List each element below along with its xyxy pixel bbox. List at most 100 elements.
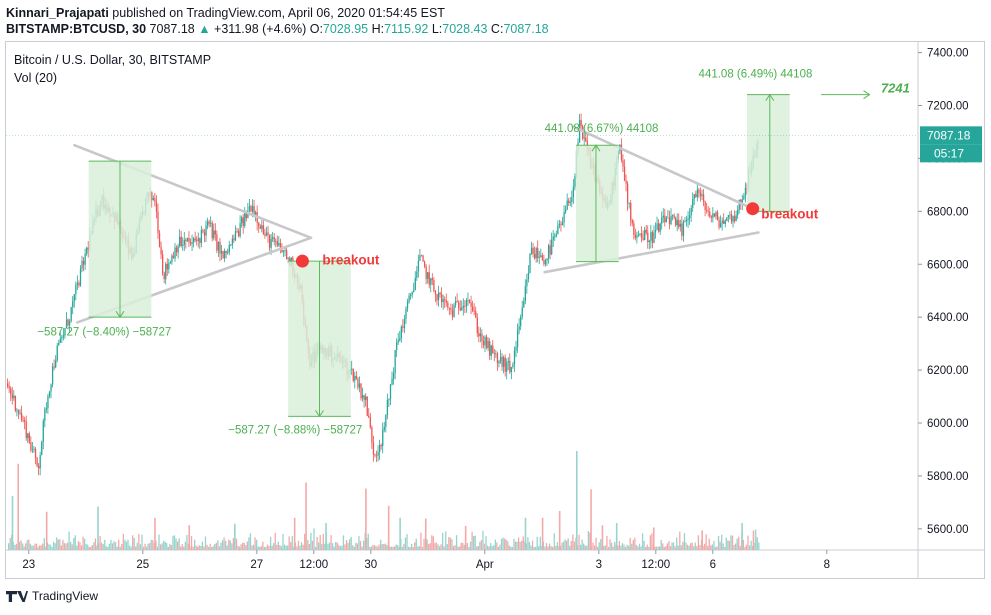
volume-bar: [108, 543, 111, 550]
volume-bar: [517, 537, 520, 550]
volume-bar: [584, 545, 586, 550]
volume-bar: [152, 540, 154, 550]
volume-bar: [699, 545, 701, 550]
candle-body: [724, 220, 726, 224]
volume-bar: [725, 537, 727, 550]
candle-body: [687, 218, 689, 220]
volume-bar: [66, 542, 69, 550]
price-tick-label: 6800.00: [927, 206, 969, 218]
volume-bar: [606, 536, 608, 550]
candle-body: [444, 299, 446, 301]
volume-bar: [132, 535, 134, 550]
volume-bar: [552, 546, 554, 550]
volume-bar: [310, 532, 312, 550]
volume-bar: [466, 543, 469, 550]
volume-bars: [8, 451, 760, 550]
candle-body: [427, 272, 429, 279]
volume-bar: [717, 535, 720, 550]
volume-bar: [319, 535, 321, 550]
candle-body: [214, 230, 216, 235]
candle-body: [413, 289, 415, 292]
candle-body: [30, 442, 32, 451]
volume-bar: [87, 544, 89, 550]
candle-body: [202, 230, 204, 232]
volume-bar: [758, 542, 760, 550]
volume-bar: [350, 536, 352, 550]
candle-body: [644, 229, 646, 240]
volume-bar: [626, 544, 628, 550]
candle-body: [267, 232, 269, 236]
candle-body: [503, 357, 505, 367]
trendline-lower: [543, 231, 760, 274]
candle-body: [259, 226, 261, 229]
candle-body: [420, 255, 423, 257]
candle-body: [569, 202, 571, 204]
trendline-upper: [571, 125, 760, 213]
time-tick-label: 23: [22, 559, 35, 571]
volume-bar: [672, 542, 675, 550]
time-tick-label: 27: [250, 559, 263, 571]
volume-bar: [125, 541, 128, 550]
candle-body: [158, 232, 161, 248]
volume-spike: [17, 463, 19, 550]
candle-body: [366, 396, 368, 416]
volume-bar: [693, 546, 695, 550]
volume-bar: [197, 546, 199, 550]
candle-body: [10, 388, 12, 395]
volume-bar: [375, 545, 377, 550]
volume-bar: [79, 542, 81, 550]
candle-body: [58, 342, 60, 346]
volume-spike: [45, 511, 48, 550]
volume-bar: [296, 546, 298, 550]
volume-bar: [446, 544, 448, 550]
candle-body: [372, 442, 375, 455]
volume-bar: [161, 543, 163, 550]
candle-body: [47, 396, 49, 408]
candle-body: [521, 307, 523, 317]
volume-bar: [136, 542, 138, 550]
volume-bar: [553, 533, 555, 550]
volume-bar: [566, 540, 568, 550]
candle-body: [482, 341, 485, 346]
countdown-tag: [920, 144, 982, 163]
volume-bar: [200, 546, 202, 550]
breakout-marker: [295, 254, 309, 268]
candle-body: [425, 266, 427, 279]
volume-bar: [269, 536, 272, 550]
volume-spike: [325, 523, 327, 550]
volume-bar: [52, 541, 55, 550]
candle-body: [422, 255, 424, 262]
volume-bar: [271, 545, 273, 550]
candle-body: [363, 395, 365, 400]
volume-bar: [104, 539, 106, 550]
volume-bar: [683, 533, 686, 550]
volume-bar: [181, 544, 183, 550]
time-tick-label: 25: [136, 559, 149, 571]
candle-body: [428, 272, 430, 285]
candle-body: [78, 282, 80, 286]
footer-brand[interactable]: TradingView: [32, 589, 99, 603]
volume-bar: [752, 546, 754, 550]
volume-bar: [111, 543, 114, 550]
candle-body: [65, 319, 68, 328]
volume-bar: [575, 537, 577, 550]
volume-bar: [192, 546, 194, 550]
candle-body: [735, 215, 737, 222]
candle-body: [628, 202, 630, 204]
candle-body: [445, 300, 447, 303]
volume-bar: [122, 533, 124, 550]
volume-bar: [421, 546, 424, 550]
candle-body: [237, 231, 240, 237]
candle-body: [245, 212, 247, 219]
candle-body: [45, 407, 48, 410]
volume-bar: [88, 546, 90, 550]
volume-bar: [60, 545, 62, 550]
high-label: H:: [368, 22, 385, 36]
volume-bar: [397, 545, 399, 550]
candle-body: [461, 307, 463, 311]
author-name[interactable]: Kinnari_Prajapati: [6, 6, 109, 20]
volume-bar: [145, 546, 148, 550]
candle-body: [231, 238, 234, 245]
price-chart[interactable]: 5600.00 5800.00 6000.00 6200.00 6400.00 6600.…: [6, 42, 984, 578]
volume-spike: [590, 489, 592, 550]
